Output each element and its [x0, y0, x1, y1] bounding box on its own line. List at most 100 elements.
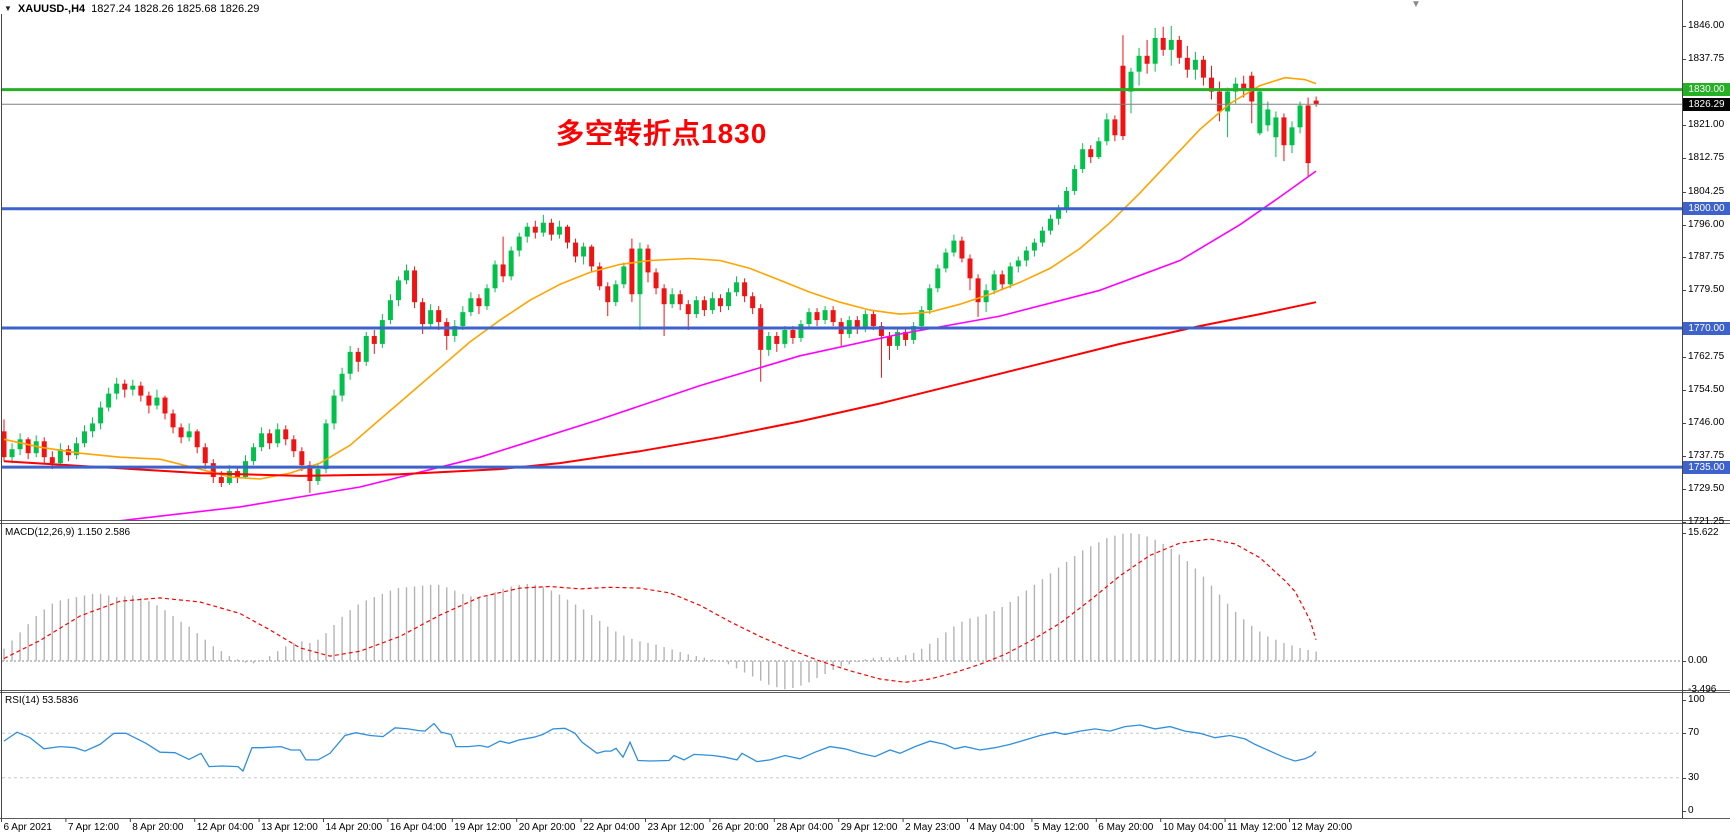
price-line-box-1735.00[interactable]: 1735.00: [1683, 460, 1730, 474]
candle-body: [500, 264, 506, 277]
candle-body: [806, 312, 812, 325]
price-line-box-1826.29[interactable]: 1826.29: [1683, 97, 1730, 111]
price-line-box-1800.00[interactable]: 1800.00: [1683, 202, 1730, 216]
candle-body: [548, 222, 554, 235]
time-tick-label: 14 Apr 20:00: [325, 822, 383, 833]
price-tick-label: 1837.75: [1688, 52, 1725, 64]
candle-body: [870, 314, 876, 327]
time-tick-label: 11 May 12:00: [1227, 822, 1287, 833]
candle-body: [854, 320, 860, 329]
price-line-box-1830.00[interactable]: 1830.00: [1683, 83, 1730, 97]
candle-body: [73, 443, 79, 456]
candle-body: [1241, 83, 1247, 90]
time-tick-label: 13 Apr 12:00: [261, 822, 318, 833]
macd-indicator-label: MACD(12,26,9) 1.150 2.586: [5, 527, 131, 538]
candle-body: [1160, 37, 1166, 50]
candle-body: [1064, 190, 1070, 209]
price-line-box-1770.00[interactable]: 1770.00: [1683, 321, 1730, 335]
candle-body: [436, 310, 442, 323]
candle-body: [1257, 91, 1263, 134]
candle-body: [178, 427, 184, 438]
candle-body: [589, 246, 595, 267]
chart-shift-icon[interactable]: ▼: [1411, 0, 1421, 10]
candle-body: [701, 300, 707, 311]
candle-body: [291, 439, 297, 452]
price-tick-label: 1721.25: [1688, 515, 1725, 527]
axis-tick-mark: [1682, 777, 1686, 779]
candle-body: [259, 433, 265, 448]
candle-body: [420, 302, 426, 325]
candle-body: [25, 439, 31, 454]
price-tick-label: 1846.00: [1688, 20, 1725, 31]
ma-mid-magenta-line: [108, 170, 1317, 521]
axis-tick-mark: [1682, 158, 1686, 160]
candle-body: [57, 449, 63, 464]
price-tick-label: 1812.75: [1688, 152, 1725, 164]
candle-body: [790, 330, 796, 338]
candle-body: [1152, 37, 1158, 64]
candle-body: [299, 451, 305, 466]
candle-body: [685, 304, 691, 315]
candle-body: [1056, 208, 1062, 219]
candle-body: [1048, 218, 1053, 231]
candle-body: [556, 226, 562, 235]
time-tick-label: 8 Apr 20:00: [132, 822, 184, 833]
axis-tick-mark: [1682, 58, 1686, 60]
candle-body: [637, 248, 643, 295]
candle-body: [798, 324, 804, 338]
rsi-tick-label: 100: [1688, 694, 1705, 705]
axis-tick-mark: [1682, 521, 1686, 523]
candle-body: [1080, 149, 1086, 170]
candle-body: [210, 463, 216, 478]
candle-body: [404, 270, 409, 281]
candle-body: [1112, 119, 1118, 136]
candle-body: [677, 294, 683, 305]
price-tick-label: 1796.00: [1688, 218, 1725, 230]
candle-body: [323, 423, 329, 470]
candle-body: [726, 292, 731, 307]
candle-body: [822, 310, 828, 321]
candle-body: [82, 431, 87, 444]
price-tick-label: 1729.50: [1688, 482, 1725, 494]
time-tick-label: 10 May 04:00: [1162, 822, 1224, 833]
rsi-line: [3, 722, 1317, 773]
candle-body: [943, 252, 949, 269]
symbol-dropdown-icon[interactable]: ▼: [4, 3, 12, 13]
candle-body: [379, 320, 385, 344]
candle-body: [251, 447, 257, 462]
candle-body: [267, 433, 273, 444]
main-price-pane[interactable]: [2, 26, 1319, 531]
candle-body: [951, 240, 957, 253]
candle-body: [653, 272, 659, 289]
axis-tick-mark: [1682, 389, 1686, 391]
axis-tick-mark: [1682, 224, 1686, 226]
candle-body: [919, 310, 925, 327]
candle-body: [1289, 127, 1295, 146]
candle-body: [1072, 169, 1078, 191]
candle-body: [138, 385, 144, 396]
time-tick-label: 2 May 23:00: [905, 822, 961, 833]
candle-body: [186, 431, 192, 438]
candle-body: [339, 373, 345, 396]
candle-body: [1144, 55, 1150, 64]
candle-body: [927, 288, 933, 311]
price-tick-label: 1804.25: [1688, 185, 1725, 197]
candle-body: [1184, 57, 1190, 70]
candle-body: [387, 300, 393, 321]
candle-body: [98, 407, 104, 424]
price-tick-label: 1762.75: [1688, 350, 1725, 362]
time-tick-label: 22 Apr 04:00: [583, 822, 640, 833]
candle-body: [613, 284, 619, 303]
candle-body: [508, 250, 514, 277]
candle-body: [307, 465, 313, 482]
price-tick-label: 1754.50: [1688, 383, 1725, 395]
axis-tick-mark: [1682, 290, 1686, 292]
candle-body: [412, 270, 418, 303]
axis-tick-mark: [1682, 661, 1686, 662]
candle-body: [283, 429, 289, 440]
candle-body: [1273, 117, 1279, 138]
candle-body: [1281, 117, 1287, 146]
time-tick-label: 29 Apr 12:00: [840, 822, 898, 833]
